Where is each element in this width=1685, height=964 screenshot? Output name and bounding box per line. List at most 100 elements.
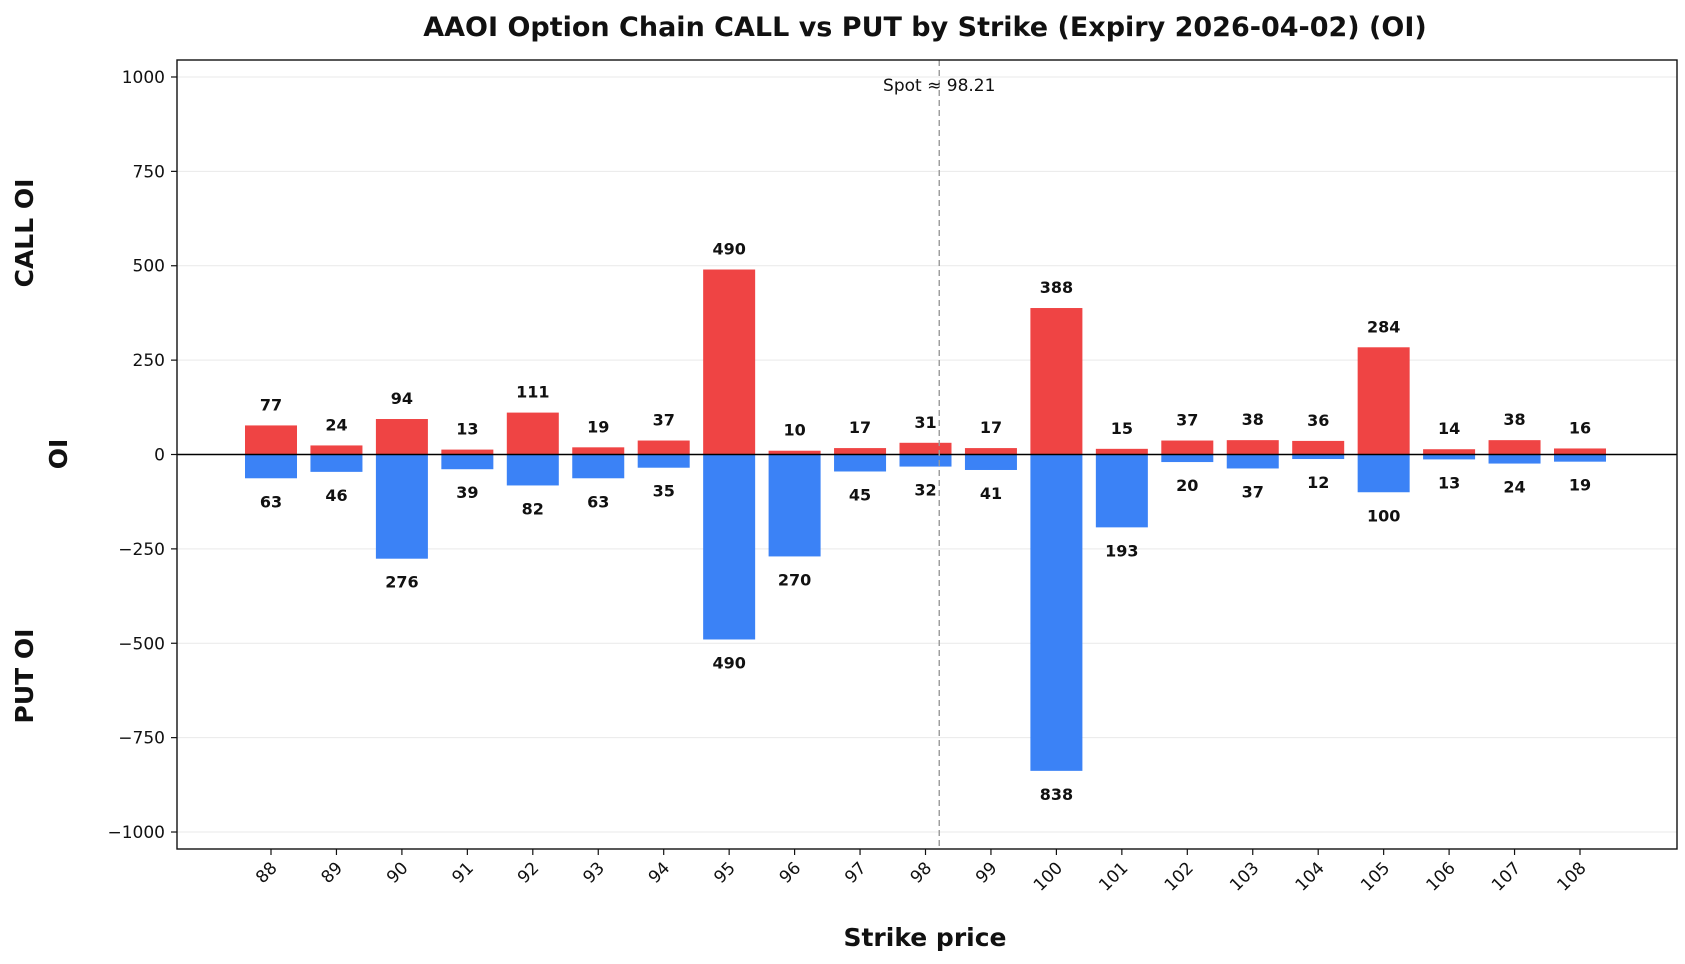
x-tick-label: 103 (1226, 858, 1263, 895)
put-bar-label: 19 (1569, 476, 1591, 495)
x-tick-label: 99 (972, 858, 1001, 887)
call-bar-label: 31 (914, 413, 936, 432)
call-bar-label: 16 (1569, 418, 1591, 437)
x-tick-label: 91 (448, 858, 477, 887)
bar-labels: 77 63 24 46 94 276 13 39 111 82 19 63 37 35 490 490 10 27… (260, 240, 1591, 804)
x-tick-label: 107 (1488, 858, 1525, 895)
put-bar (1423, 454, 1476, 460)
x-tick-label: 92 (514, 858, 543, 887)
put-bar (572, 454, 625, 479)
call-bar (1030, 308, 1083, 455)
x-tick-label: 104 (1292, 858, 1329, 895)
put-bar-label: 37 (1242, 482, 1264, 501)
call-bar (506, 412, 559, 455)
call-bar-label: 24 (325, 415, 347, 434)
call-bar-label: 490 (712, 240, 745, 259)
y-axis-ticks: 1000 750 500 250 0 −250 −500 −750 −1000 (107, 68, 177, 843)
put-bar-label: 39 (456, 483, 478, 502)
put-bar-label: 270 (778, 570, 811, 589)
call-bar (572, 447, 625, 455)
call-bar (1095, 448, 1148, 455)
y-tick-label: −750 (118, 729, 165, 749)
y-tick-label: 0 (154, 446, 165, 466)
put-bar (637, 454, 690, 468)
put-bar (375, 454, 428, 559)
put-bar-label: 63 (587, 492, 609, 511)
call-bar-label: 38 (1503, 410, 1525, 429)
put-bar-label: 100 (1367, 506, 1400, 525)
put-bar-label: 45 (849, 485, 871, 504)
x-tick-label: 90 (383, 858, 412, 887)
call-bar-label: 77 (260, 395, 282, 414)
call-bar (703, 269, 756, 455)
put-bar-label: 32 (914, 481, 936, 500)
put-bar-label: 46 (325, 486, 347, 505)
call-bar (1488, 440, 1541, 455)
spot-label: Spot ≈ 98.21 (883, 76, 995, 96)
put-bar (1554, 454, 1606, 462)
call-bar-label: 37 (1176, 411, 1198, 430)
call-bar-label: 15 (1111, 419, 1133, 438)
put-bar (1292, 454, 1345, 460)
put-bar-label: 276 (385, 573, 418, 592)
call-bar (441, 449, 494, 455)
y-tick-label: −250 (118, 540, 165, 560)
call-bar (899, 442, 952, 455)
bars (245, 269, 1606, 771)
call-bar (1226, 440, 1279, 455)
put-bar (1030, 454, 1083, 771)
put-bar (768, 454, 821, 557)
put-bar-label: 193 (1105, 541, 1138, 560)
call-bar-label: 17 (980, 418, 1002, 437)
call-bar (310, 445, 363, 455)
call-bar-label: 37 (653, 411, 675, 430)
put-oi-label: PUT OI (10, 629, 39, 724)
x-tick-label: 95 (710, 858, 739, 887)
call-bar-label: 111 (516, 383, 549, 402)
call-bar-label: 36 (1307, 411, 1329, 430)
call-bar-label: 17 (849, 418, 871, 437)
put-bar-label: 490 (712, 653, 745, 672)
call-bar-label: 14 (1438, 419, 1460, 438)
put-bar (1161, 454, 1214, 463)
y-tick-label: −1000 (107, 823, 165, 843)
y-tick-label: 1000 (122, 68, 165, 88)
y-tick-label: −500 (118, 634, 165, 654)
y-axis-title: OI (44, 439, 73, 470)
call-bar (768, 450, 821, 455)
x-axis-ticks: 88 89 90 91 92 93 94 95 96 97 98 99 100 101 102 103 104 1… (252, 849, 1591, 895)
x-tick-label: 93 (579, 858, 608, 887)
call-bar (1554, 448, 1606, 455)
put-bar (1095, 454, 1148, 528)
chart-title: AAOI Option Chain CALL vs PUT by Strike … (423, 12, 1426, 43)
x-tick-label: 89 (318, 858, 347, 887)
x-tick-label: 100 (1030, 858, 1067, 895)
call-bar-label: 284 (1367, 317, 1400, 336)
call-bar (375, 419, 428, 455)
put-bar (834, 454, 887, 472)
y-tick-label: 750 (133, 162, 165, 182)
put-bar (506, 454, 559, 486)
put-bar (1357, 454, 1410, 493)
x-tick-label: 105 (1357, 858, 1394, 895)
put-bar (1488, 454, 1541, 464)
call-bar (245, 425, 297, 455)
put-bar-label: 63 (260, 492, 282, 511)
put-bar (1226, 454, 1279, 469)
put-bar (245, 454, 297, 479)
put-bar-label: 838 (1040, 785, 1073, 804)
put-bar (703, 454, 756, 640)
put-bar-label: 24 (1503, 478, 1525, 497)
call-bar (834, 448, 887, 455)
call-bar (1161, 440, 1214, 455)
put-bar (899, 454, 952, 467)
call-bar (1357, 347, 1410, 455)
call-bar-label: 388 (1040, 278, 1073, 297)
call-bar (964, 448, 1017, 455)
call-bar-label: 10 (783, 421, 805, 440)
x-tick-label: 88 (252, 858, 281, 887)
x-tick-label: 101 (1095, 858, 1132, 895)
call-bar (637, 440, 690, 455)
x-tick-label: 97 (841, 858, 870, 887)
